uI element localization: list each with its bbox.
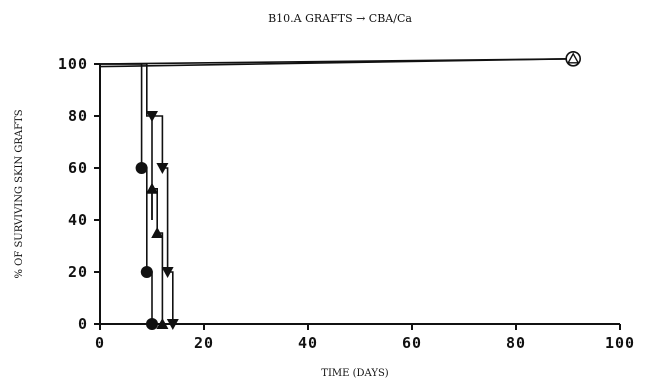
- data-point-circle: [146, 318, 158, 330]
- chart-title: B10.A GRAFTS → CBA/Ca: [268, 12, 412, 25]
- y-tick-label: 60: [68, 159, 88, 177]
- y-axis-label: % OF SURVIVING SKIN GRAFTS: [14, 109, 25, 278]
- x-tick-label: 0: [95, 334, 105, 352]
- data-point-circle: [135, 162, 148, 174]
- data-point-triangle-up: [156, 318, 169, 329]
- y-tick-label: 40: [68, 211, 88, 229]
- x-axis-label: TIME (DAYS): [321, 368, 389, 379]
- x-tick-label: 40: [298, 334, 318, 352]
- data-point-circle: [140, 266, 153, 278]
- x-ticks: 0 20 40 60 80 100: [95, 324, 635, 352]
- y-ticks: 0 20 40 60 80 100: [58, 55, 100, 333]
- series-layer: [99, 58, 574, 324]
- x-tick-label: 100: [605, 334, 635, 352]
- series-line: [151, 188, 164, 324]
- data-point-triangle-down: [156, 163, 169, 174]
- y-tick-label: 100: [58, 55, 88, 73]
- data-point-triangle-up: [151, 227, 164, 238]
- data-point-triangle-up-open: [567, 52, 580, 64]
- series-line: [152, 115, 174, 324]
- y-tick-label: 20: [68, 263, 88, 281]
- y-tick-label: 0: [78, 315, 88, 333]
- axes: [99, 64, 620, 325]
- y-tick-label: 80: [68, 107, 88, 125]
- x-tick-label: 60: [402, 334, 422, 352]
- data-point-triangle-down: [146, 111, 158, 122]
- x-tick-label: 20: [194, 334, 214, 352]
- data-point-triangle-up: [146, 182, 158, 194]
- data-point-triangle-down: [166, 319, 179, 330]
- x-tick-label: 80: [506, 334, 526, 352]
- marker-layer: [135, 50, 582, 330]
- series-line: [100, 63, 153, 220]
- series-line: [100, 63, 153, 324]
- series-line: [99, 58, 574, 65]
- data-point-triangle-down: [161, 267, 174, 278]
